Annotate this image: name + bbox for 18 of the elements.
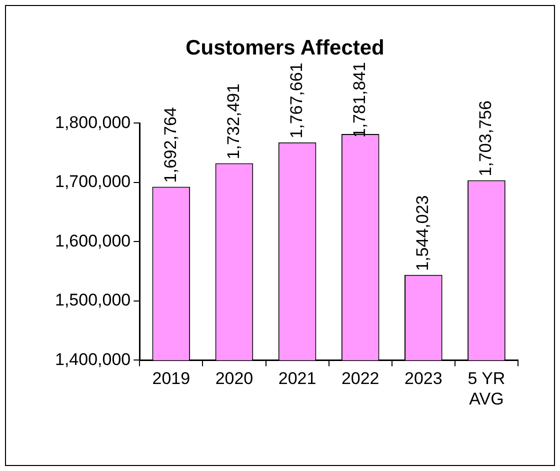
y-tick-label: 1,400,000 [54,349,130,368]
x-tick-label: 5 YR AVG [467,368,505,408]
y-tick-label: 1,600,000 [54,230,130,250]
x-tick-label: 2021 [278,368,316,388]
x-tick-label: 2020 [214,368,253,388]
y-tick-label: 1,800,000 [54,112,130,132]
x-tick-label: 2022 [340,368,379,388]
y-tick-label: 1,500,000 [54,290,130,310]
x-tick-label: 2019 [152,368,190,388]
x-tick-label: 2023 [404,368,442,388]
data-label: 1,732,491 [223,83,242,159]
data-label: 1,692,764 [160,106,180,182]
data-label: 1,767,661 [286,62,306,138]
chart-title: Customers Affected [185,36,384,59]
data-label: 1,703,756 [476,100,495,176]
y-tick-label: 1,700,000 [54,172,130,191]
data-label: 1,544,023 [412,194,432,270]
data-label: 1,781,841 [350,61,369,138]
